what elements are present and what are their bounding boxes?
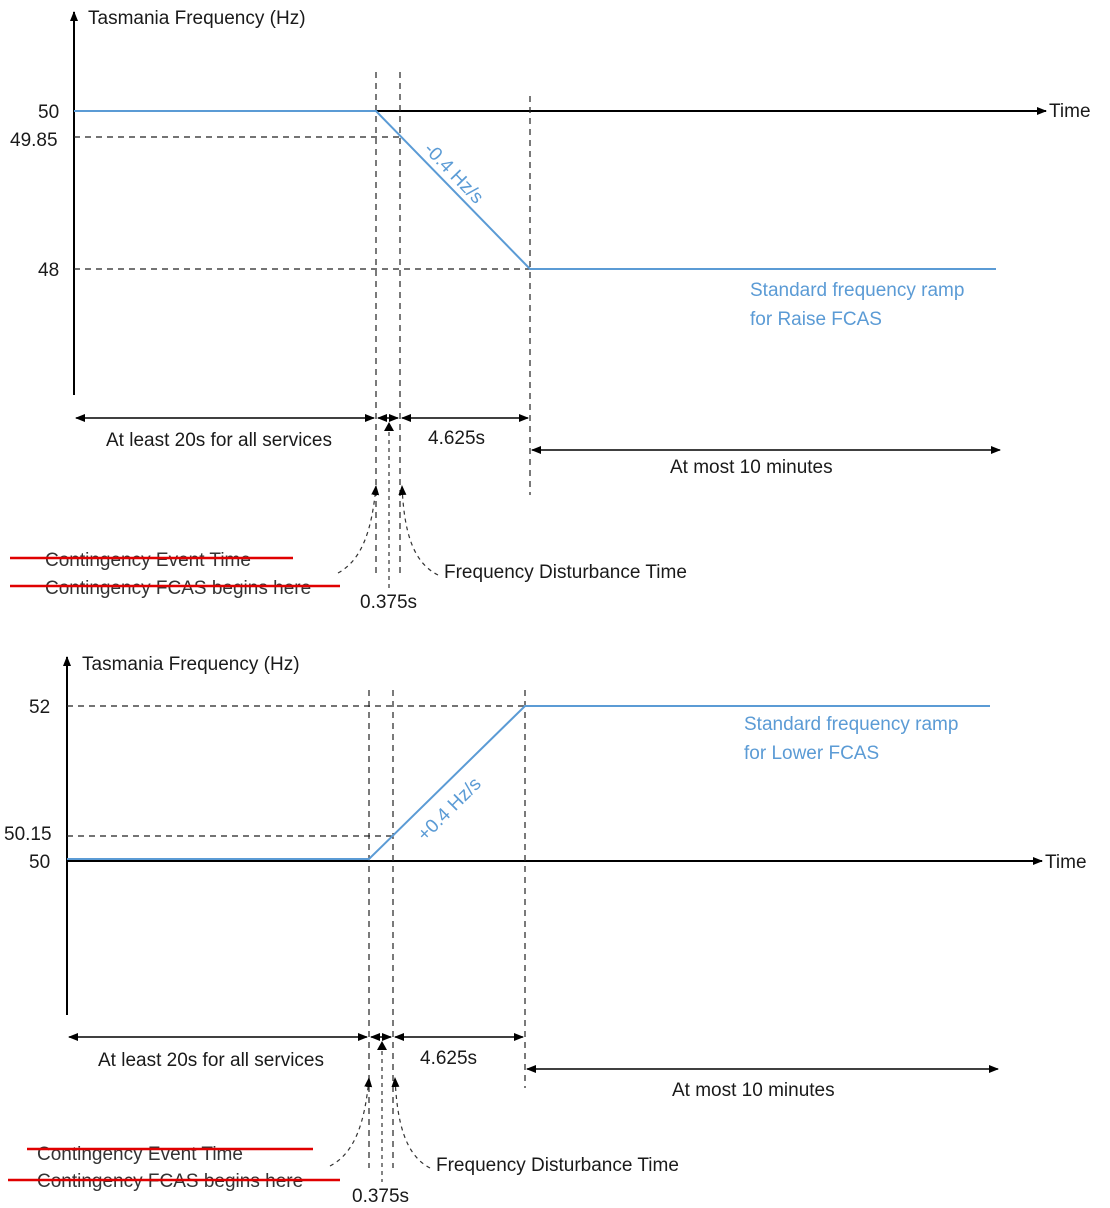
tick-50-15: 50.15 xyxy=(4,824,52,845)
span-mid-label: 4.625s xyxy=(428,428,485,449)
struck-event-time: Contingency Event Time xyxy=(45,550,251,571)
struck-event-time: Contingency Event Time xyxy=(37,1144,243,1165)
span-mid-label: 4.625s xyxy=(420,1048,477,1069)
struck-fcas-begins: Contingency FCAS begins here xyxy=(45,578,311,599)
frequency-ramp-line xyxy=(67,705,990,860)
disturbance-callout xyxy=(398,485,439,576)
ramp-label-line1: Standard frequency ramp xyxy=(750,280,964,301)
event-callout xyxy=(337,485,380,574)
raise-fcas-diagram: Tasmania Frequency (Hz) Time 50 49.85 48… xyxy=(10,8,1091,613)
tick-49-85: 49.85 xyxy=(10,130,58,151)
ramp-label-line2: for Lower FCAS xyxy=(744,743,879,764)
span-left-label: At least 20s for all services xyxy=(106,430,332,451)
ramp-label-line1: Standard frequency ramp xyxy=(744,714,958,735)
slope-label: +0.4 Hz/s xyxy=(414,774,486,846)
small-gap-label: 0.375s xyxy=(352,1186,409,1207)
frequency-ramp-line xyxy=(74,110,996,270)
y-axis-label: Tasmania Frequency (Hz) xyxy=(82,654,300,675)
x-axis-label: Time xyxy=(1049,101,1091,122)
x-axis-label: Time xyxy=(1045,852,1087,873)
span-right-label: At most 10 minutes xyxy=(672,1080,835,1101)
disturbance-callout xyxy=(391,1077,431,1169)
tick-48: 48 xyxy=(38,260,59,281)
struck-fcas-begins: Contingency FCAS begins here xyxy=(37,1171,303,1192)
small-gap-label: 0.375s xyxy=(360,592,417,613)
ramp-label-line2: for Raise FCAS xyxy=(750,309,882,330)
slope-label: -0.4 Hz/s xyxy=(419,139,487,208)
span-left-label: At least 20s for all services xyxy=(98,1050,324,1071)
lower-fcas-diagram: Tasmania Frequency (Hz) Time 52 50.15 50… xyxy=(4,654,1087,1207)
small-gap-pointer xyxy=(384,422,394,431)
tick-50: 50 xyxy=(29,852,50,873)
tick-50: 50 xyxy=(38,102,59,123)
disturbance-label: Frequency Disturbance Time xyxy=(444,562,687,583)
tick-52: 52 xyxy=(29,697,50,718)
event-callout xyxy=(329,1077,373,1167)
disturbance-label: Frequency Disturbance Time xyxy=(436,1155,679,1176)
y-axis-label: Tasmania Frequency (Hz) xyxy=(88,8,306,29)
small-gap-pointer xyxy=(377,1041,387,1050)
span-right-label: At most 10 minutes xyxy=(670,457,833,478)
